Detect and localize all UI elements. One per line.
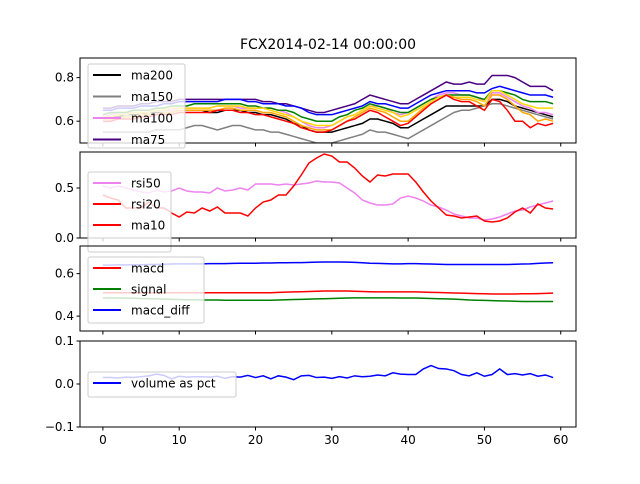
legend-box: [87, 63, 186, 149]
panel-3: 0.4 0.6 macd signal macd_diff: [55, 245, 577, 335]
legend-label: macd: [131, 262, 164, 276]
chart-title: FCX2014-02-14 00:00:00: [240, 37, 416, 53]
legend-box: [87, 171, 172, 253]
panel-frame: [79, 57, 577, 144]
panel-frame: [79, 245, 577, 332]
panel-frame: [79, 151, 577, 239]
legend-label: ma10: [131, 219, 165, 233]
series-line-rsi20: [102, 153, 554, 223]
x-tick-label: 60: [553, 433, 568, 447]
legend-label: rsi50: [131, 177, 161, 191]
legend-box: [87, 371, 237, 398]
y-tick-label: 0.0: [55, 231, 74, 245]
legend-label: ma75: [131, 133, 165, 147]
legend-label: macd_diff: [131, 304, 190, 318]
legend: macd signal macd_diff: [87, 256, 205, 324]
chart-panels: 0.6 0.8 ma200 ma150 ma100 ma75 0.0 0.5 rsi50 rsi2…: [45, 57, 577, 434]
y-tick-label: 0.5: [55, 181, 74, 195]
panel-2: 0.0 0.5 rsi50 rsi20 ma10: [55, 151, 577, 253]
x-tick-label: 20: [248, 433, 263, 447]
legend: volume as pct: [87, 371, 237, 398]
x-tick-label: 10: [172, 433, 187, 447]
y-tick-label: 0.6: [55, 114, 74, 128]
series-line-rsi50: [102, 180, 554, 221]
panel-4: −0.1 0.0 0.1 volume as pct: [45, 334, 577, 434]
legend: rsi50 rsi20 ma10: [87, 171, 172, 253]
y-tick-label: 0.0: [55, 377, 74, 391]
legend-label: ma200: [131, 69, 173, 83]
x-tick-label: 30: [324, 433, 339, 447]
y-tick-label: −0.1: [45, 420, 74, 434]
legend-label: rsi20: [131, 198, 161, 212]
legend: ma200 ma150 ma100 ma75: [87, 63, 186, 149]
y-tick-label: 0.4: [55, 309, 74, 323]
x-tick-label: 0: [99, 433, 107, 447]
y-tick-label: 0.6: [55, 267, 74, 281]
x-tick-label: 40: [400, 433, 415, 447]
legend-label: volume as pct: [131, 377, 216, 391]
legend-label: ma150: [131, 90, 173, 104]
y-tick-label: 0.8: [55, 71, 74, 85]
y-tick-label: 0.1: [55, 334, 74, 348]
panel-1: 0.6 0.8 ma200 ma150 ma100 ma75: [55, 57, 577, 149]
legend-label: signal: [131, 283, 167, 297]
x-axis: 0 10 20 30 40 50 60: [99, 433, 568, 447]
legend-box: [87, 256, 205, 324]
x-tick-label: 50: [477, 433, 492, 447]
legend-label: ma100: [131, 112, 173, 126]
